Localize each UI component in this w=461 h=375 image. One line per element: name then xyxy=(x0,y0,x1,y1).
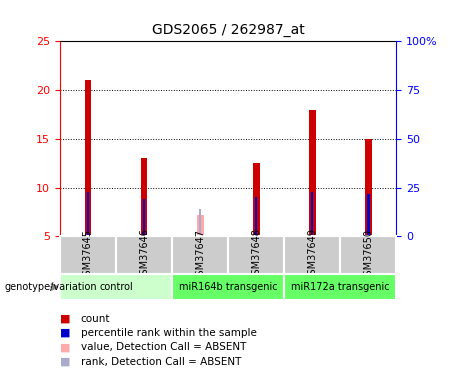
Bar xyxy=(309,110,316,236)
Text: rank, Detection Call = ABSENT: rank, Detection Call = ABSENT xyxy=(81,357,241,366)
Text: value, Detection Call = ABSENT: value, Detection Call = ABSENT xyxy=(81,342,246,352)
Text: GSM37645: GSM37645 xyxy=(83,228,93,282)
Bar xyxy=(172,274,284,300)
Text: GSM37646: GSM37646 xyxy=(139,228,149,281)
Text: miR164b transgenic: miR164b transgenic xyxy=(179,282,278,292)
Bar xyxy=(199,209,201,236)
Bar xyxy=(367,194,370,236)
Text: miR172a transgenic: miR172a transgenic xyxy=(291,282,390,292)
Bar xyxy=(172,236,228,274)
Bar xyxy=(60,274,172,300)
Bar xyxy=(255,197,257,236)
Text: GSM37648: GSM37648 xyxy=(251,228,261,281)
Bar xyxy=(87,192,89,236)
Bar xyxy=(340,236,396,274)
Bar xyxy=(253,163,260,236)
Text: GSM37649: GSM37649 xyxy=(307,228,317,281)
Text: ■: ■ xyxy=(60,342,71,352)
Text: ■: ■ xyxy=(60,314,71,324)
Bar xyxy=(85,80,91,236)
Bar xyxy=(365,139,372,236)
Text: GSM37650: GSM37650 xyxy=(363,228,373,282)
Text: ■: ■ xyxy=(60,328,71,338)
Text: ■: ■ xyxy=(60,357,71,366)
Bar xyxy=(143,199,145,236)
Text: count: count xyxy=(81,314,110,324)
Text: percentile rank within the sample: percentile rank within the sample xyxy=(81,328,257,338)
Text: GSM37647: GSM37647 xyxy=(195,228,205,282)
Bar xyxy=(284,274,396,300)
Bar xyxy=(197,215,203,236)
Bar xyxy=(116,236,172,274)
Text: genotype/variation: genotype/variation xyxy=(5,282,97,292)
Bar xyxy=(311,192,313,236)
Bar xyxy=(284,236,340,274)
Text: control: control xyxy=(99,282,133,292)
Bar xyxy=(228,236,284,274)
Bar xyxy=(60,236,116,274)
Title: GDS2065 / 262987_at: GDS2065 / 262987_at xyxy=(152,24,305,38)
Bar xyxy=(141,158,148,236)
